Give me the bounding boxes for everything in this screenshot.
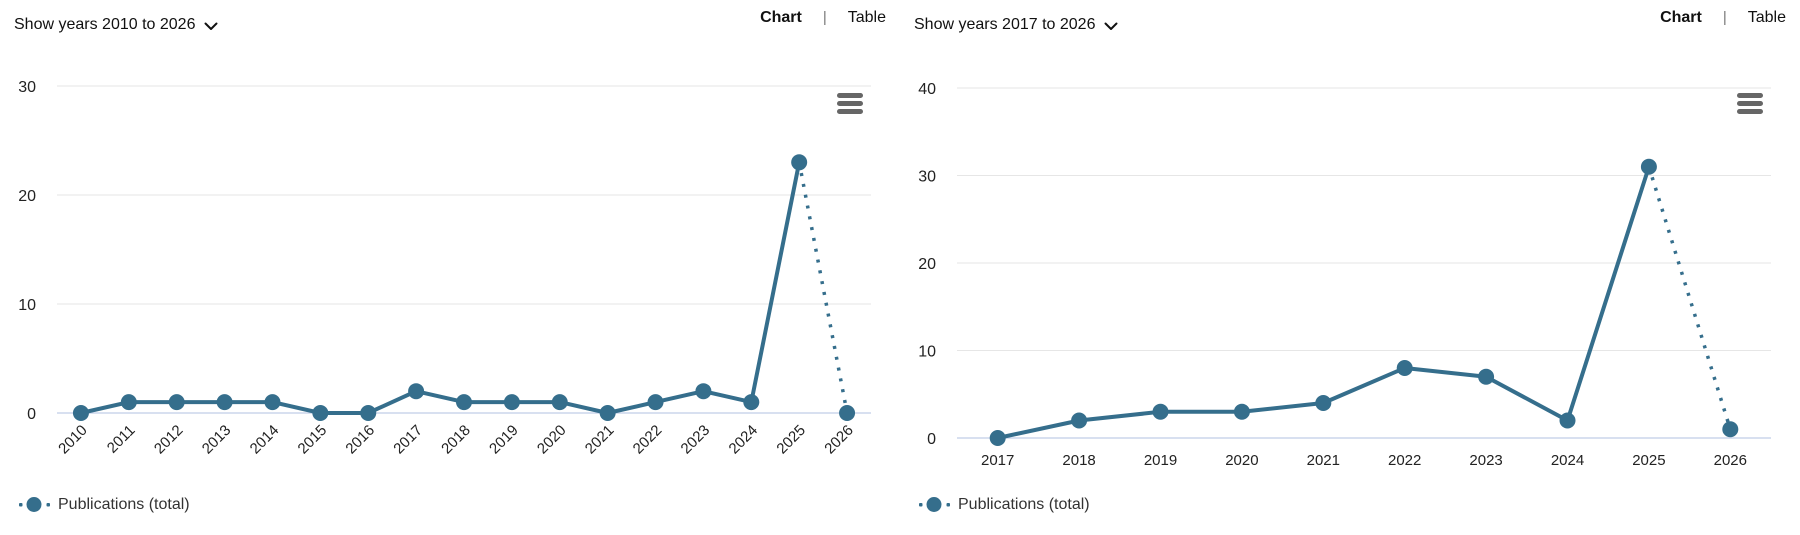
svg-text:2023: 2023 <box>1469 452 1502 469</box>
series-marker-icon <box>19 497 50 512</box>
svg-text:2021: 2021 <box>1307 452 1340 469</box>
toggle-divider: | <box>822 9 827 26</box>
view-toggle: Chart | Table <box>760 9 886 27</box>
svg-text:2025: 2025 <box>1632 452 1665 469</box>
svg-text:2011: 2011 <box>104 422 139 457</box>
show-years-label: Show years 2010 to 2026 <box>14 16 196 33</box>
svg-text:2024: 2024 <box>726 422 762 458</box>
svg-text:2025: 2025 <box>773 422 809 458</box>
show-years-dropdown[interactable]: Show years 2017 to 2026 <box>914 16 1118 34</box>
svg-text:2026: 2026 <box>1714 452 1747 469</box>
legend-label: Publications (total) <box>958 495 1090 513</box>
chart-view-button[interactable]: Chart <box>1660 9 1702 26</box>
svg-text:2019: 2019 <box>486 422 522 458</box>
chart-context-menu-button[interactable] <box>837 93 863 114</box>
svg-text:2013: 2013 <box>199 422 235 458</box>
hamburger-icon <box>837 93 863 98</box>
svg-text:10: 10 <box>918 344 936 361</box>
svg-text:2016: 2016 <box>342 422 378 458</box>
publications-line-chart: 0 10 20 30 40 2017 2018 2019 2020 2021 2022 2023 202… <box>918 81 1771 469</box>
legend-item[interactable]: Publications (total) <box>919 495 1090 514</box>
view-toggle: Chart | Table <box>1660 9 1786 27</box>
svg-text:10: 10 <box>18 297 36 314</box>
table-view-button[interactable]: Table <box>847 9 886 26</box>
svg-text:0: 0 <box>927 431 936 448</box>
series-marker-icon <box>919 497 950 512</box>
svg-text:2014: 2014 <box>247 422 283 458</box>
svg-text:2023: 2023 <box>678 422 714 458</box>
chevron-down-icon <box>204 22 218 30</box>
svg-text:20: 20 <box>918 256 936 273</box>
svg-text:2010: 2010 <box>55 422 91 458</box>
svg-text:2018: 2018 <box>1062 452 1095 469</box>
svg-text:2017: 2017 <box>390 422 426 458</box>
svg-text:2017: 2017 <box>981 452 1014 469</box>
legend-item[interactable]: Publications (total) <box>19 495 190 514</box>
show-years-dropdown[interactable]: Show years 2010 to 2026 <box>14 16 218 34</box>
svg-text:30: 30 <box>18 79 36 96</box>
svg-text:2018: 2018 <box>438 422 474 458</box>
svg-text:2021: 2021 <box>582 422 618 458</box>
svg-text:2015: 2015 <box>295 422 331 458</box>
svg-text:2022: 2022 <box>1388 452 1421 469</box>
svg-text:2026: 2026 <box>821 422 857 458</box>
hamburger-icon <box>1737 93 1763 98</box>
chevron-down-icon <box>1104 22 1118 30</box>
show-years-label: Show years 2017 to 2026 <box>914 16 1096 33</box>
chart-view-button[interactable]: Chart <box>760 9 802 26</box>
svg-text:0: 0 <box>27 406 36 423</box>
publications-line-chart: 0 10 20 30 2010 2011 2012 2013 2014 2015 2016 2017 2… <box>18 79 871 458</box>
svg-text:20: 20 <box>18 188 36 205</box>
svg-text:30: 30 <box>918 169 936 186</box>
svg-text:2012: 2012 <box>151 422 187 458</box>
svg-text:2022: 2022 <box>630 422 666 458</box>
svg-text:2024: 2024 <box>1551 452 1584 469</box>
toggle-divider: | <box>1722 9 1727 26</box>
table-view-button[interactable]: Table <box>1747 9 1786 26</box>
chart-context-menu-button[interactable] <box>1737 93 1763 114</box>
chart-panel-left: Show years 2010 to 2026 Chart | Table 0 1… <box>14 9 886 514</box>
svg-text:40: 40 <box>918 81 936 98</box>
svg-text:2020: 2020 <box>1225 452 1258 469</box>
legend-label: Publications (total) <box>58 495 190 513</box>
svg-text:2019: 2019 <box>1144 452 1177 469</box>
chart-panel-right: Show years 2017 to 2026 Chart | Table 0 1… <box>900 0 1800 535</box>
svg-text:2020: 2020 <box>534 422 570 458</box>
